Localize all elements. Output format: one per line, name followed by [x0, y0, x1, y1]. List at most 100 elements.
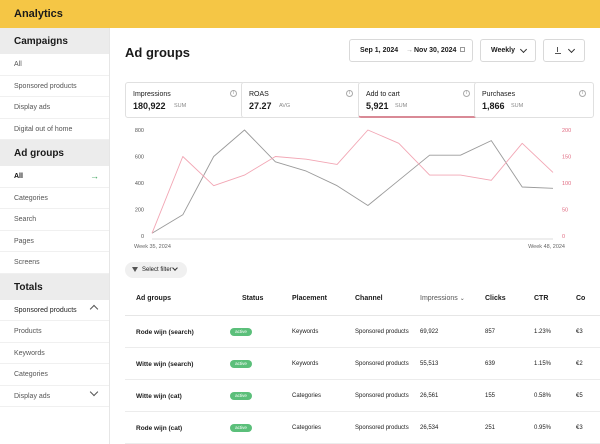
- x-tick-label: Week 48, 2024: [528, 244, 565, 250]
- chevron-down-icon: [172, 265, 178, 271]
- cell-ad-group: Witte wijn (search): [136, 361, 194, 368]
- sidebar: Campaigns All Sponsored products Display…: [0, 28, 110, 444]
- sidebar-item-totals-products[interactable]: Products: [0, 321, 109, 343]
- metric-unit: SUM: [511, 103, 524, 109]
- sidebar-item-campaigns-all[interactable]: All: [0, 54, 109, 76]
- metric-value: 180,922: [133, 101, 166, 111]
- sidebar-section-campaigns: Campaigns: [0, 28, 109, 54]
- line-chart: 0 200 400 600 800 0 50 100 150 200 Week 35, 2024 We…: [134, 128, 571, 250]
- column-header-impressions[interactable]: Impressions ⌄: [420, 295, 465, 302]
- date-range-picker[interactable]: Sep 1, 2024 → Nov 30, 2024: [349, 39, 473, 62]
- sidebar-item-ad-groups-pages[interactable]: Pages: [0, 231, 109, 252]
- sidebar-item-label: Sponsored products: [14, 306, 77, 314]
- metric-value: 1,866: [482, 101, 505, 111]
- cell-clicks: 155: [485, 393, 496, 399]
- metric-label: Add to cart: [366, 91, 400, 98]
- metric-label: Purchases: [482, 91, 516, 98]
- metric-card-impressions[interactable]: Impressions 180,922 SUM i: [125, 82, 245, 118]
- y-right-tick-label: 150: [562, 155, 571, 161]
- sidebar-item-campaigns-digital-out-of-home[interactable]: Digital out of home: [0, 119, 109, 140]
- info-icon: i: [346, 90, 353, 97]
- y-right-tick-label: 0: [562, 234, 565, 240]
- column-header-ctr[interactable]: CTR: [534, 295, 549, 302]
- column-header-status[interactable]: Status: [242, 295, 264, 302]
- filter-label: Select filter: [142, 267, 172, 273]
- app-title: Analytics: [14, 8, 63, 20]
- metric-card-purchases[interactable]: Purchases 1,866 SUM i: [474, 82, 594, 118]
- chevron-down-icon: [89, 387, 99, 396]
- metric-card-add-to-cart[interactable]: Add to cart 5,921 SUM i: [358, 82, 478, 118]
- cell-impressions: 26,561: [420, 393, 439, 399]
- sidebar-item-campaigns-sponsored-products[interactable]: Sponsored products: [0, 76, 109, 97]
- status-badge: active: [230, 392, 252, 400]
- export-button[interactable]: [543, 39, 585, 62]
- status-badge: active: [230, 360, 252, 368]
- metric-value: 5,921: [366, 101, 389, 111]
- cell-cost: €2: [576, 361, 583, 367]
- column-header-label: Impressions: [420, 295, 458, 302]
- sidebar-group-display-ads[interactable]: Display ads: [0, 386, 109, 407]
- column-header-channel[interactable]: Channel: [355, 295, 383, 302]
- y-right-tick-label: 50: [562, 208, 568, 214]
- cell-clicks: 857: [485, 329, 496, 335]
- x-tick-label: Week 35, 2024: [134, 244, 171, 250]
- y-left-tick-label: 0: [141, 234, 144, 240]
- cell-channel: Sponsored products: [355, 393, 409, 399]
- table-row[interactable]: Witte wijn (cat) active Categories Spons…: [125, 380, 600, 412]
- sidebar-item-ad-groups-all[interactable]: All →: [0, 166, 109, 188]
- status-badge: active: [230, 328, 252, 336]
- column-header-clicks[interactable]: Clicks: [485, 295, 506, 302]
- cell-placement: Categories: [292, 393, 322, 399]
- cell-channel: Sponsored products: [355, 425, 409, 431]
- sidebar-item-totals-keywords[interactable]: Keywords: [0, 343, 109, 364]
- sidebar-item-totals-categories[interactable]: Categories: [0, 364, 109, 386]
- y-left-tick-label: 400: [135, 181, 144, 187]
- cell-impressions: 26,534: [420, 425, 439, 431]
- info-icon: i: [230, 90, 237, 97]
- chevron-down-icon: [567, 45, 576, 54]
- table-row[interactable]: Witte wijn (search) active Keywords Spon…: [125, 348, 600, 380]
- sidebar-item-campaigns-display-ads[interactable]: Display ads: [0, 97, 109, 119]
- column-header-cost[interactable]: Co: [576, 295, 586, 302]
- table-row[interactable]: Rode wijn (cat) active Categories Sponso…: [125, 412, 600, 444]
- select-filter-button[interactable]: Select filter: [125, 262, 187, 278]
- y-left-tick-label: 800: [135, 128, 144, 134]
- sidebar-item-ad-groups-search[interactable]: Search: [0, 209, 109, 231]
- sidebar-group-sponsored-products[interactable]: Sponsored products: [0, 300, 109, 321]
- metric-label: Impressions: [133, 91, 171, 98]
- page-title: Ad groups: [125, 45, 190, 60]
- column-header-ad-groups[interactable]: Ad groups: [136, 295, 171, 302]
- cell-ctr: 1.23%: [534, 329, 552, 335]
- interval-select[interactable]: Weekly: [480, 39, 536, 62]
- cell-cost: €3: [576, 329, 583, 335]
- cell-channel: Sponsored products: [355, 361, 409, 367]
- metric-value: 27.27: [249, 101, 272, 111]
- arrow-icon: →: [406, 47, 413, 54]
- cell-cost: €3: [576, 425, 583, 431]
- metric-unit: SUM: [395, 103, 408, 109]
- cell-ctr: 0.58%: [534, 393, 552, 399]
- chevron-down-icon: [519, 45, 528, 54]
- interval-label: Weekly: [491, 47, 515, 54]
- date-start: Sep 1, 2024: [360, 47, 399, 54]
- top-bar: Analytics: [0, 0, 600, 28]
- filter-icon: [132, 267, 138, 272]
- chevron-down-icon: ⌄: [459, 296, 465, 302]
- cell-placement: Keywords: [292, 329, 319, 335]
- metric-card-roas[interactable]: ROAS 27.27 AVG i: [241, 82, 361, 118]
- download-icon: [555, 47, 561, 54]
- cell-impressions: 69,922: [420, 329, 439, 335]
- y-left-tick-label: 600: [135, 155, 144, 161]
- cell-ad-group: Rode wijn (search): [136, 329, 194, 336]
- cell-ctr: 0.95%: [534, 425, 552, 431]
- arrow-right-icon: →: [90, 171, 99, 181]
- cell-cost: €5: [576, 393, 583, 399]
- column-header-placement[interactable]: Placement: [292, 295, 328, 302]
- cell-placement: Keywords: [292, 361, 319, 367]
- series-line-impressions: [151, 129, 554, 234]
- sidebar-item-ad-groups-screens[interactable]: Screens: [0, 252, 109, 274]
- cell-ad-group: Rode wijn (cat): [136, 425, 183, 432]
- table-row[interactable]: Rode wijn (search) active Keywords Spons…: [125, 316, 600, 348]
- metric-label: ROAS: [249, 91, 269, 98]
- sidebar-item-ad-groups-categories[interactable]: Categories: [0, 188, 109, 209]
